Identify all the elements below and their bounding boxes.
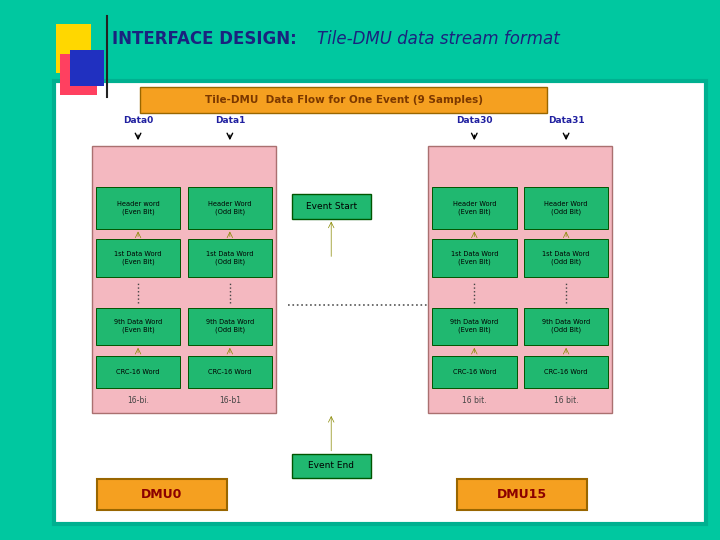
FancyBboxPatch shape [56,24,91,73]
Text: CRC-16 Word: CRC-16 Word [453,369,496,375]
Text: 9th Data Word
(Odd Bit): 9th Data Word (Odd Bit) [206,319,254,333]
Text: Data1: Data1 [215,116,245,125]
Text: 16-b1: 16-b1 [219,396,241,405]
FancyBboxPatch shape [187,187,272,228]
Text: Header Word
(Even Bit): Header Word (Even Bit) [453,201,496,215]
FancyBboxPatch shape [187,239,272,277]
FancyBboxPatch shape [523,239,608,277]
FancyBboxPatch shape [432,239,517,277]
FancyBboxPatch shape [96,307,181,345]
Text: INTERFACE DESIGN:: INTERFACE DESIGN: [112,30,297,49]
Text: CRC-16 Word: CRC-16 Word [208,369,251,375]
FancyBboxPatch shape [432,356,517,388]
FancyBboxPatch shape [523,356,608,388]
FancyBboxPatch shape [60,54,97,94]
Text: Header Word
(Odd Bit): Header Word (Odd Bit) [208,201,251,215]
Text: Data30: Data30 [456,116,492,125]
Text: Data31: Data31 [548,116,585,125]
FancyBboxPatch shape [523,307,608,345]
FancyBboxPatch shape [292,194,371,219]
Text: Event Start: Event Start [305,202,357,211]
FancyBboxPatch shape [70,50,104,86]
Text: 9th Data Word
(Even Bit): 9th Data Word (Even Bit) [450,319,498,333]
Text: 9th Data Word
(Odd Bit): 9th Data Word (Odd Bit) [542,319,590,333]
FancyBboxPatch shape [96,239,181,277]
Text: 16 bit.: 16 bit. [462,396,487,405]
Text: Tile-DMU  Data Flow for One Event (9 Samples): Tile-DMU Data Flow for One Event (9 Samp… [205,96,483,105]
Text: DMU15: DMU15 [497,488,547,501]
FancyBboxPatch shape [140,87,547,113]
Text: Data0: Data0 [123,116,153,125]
FancyBboxPatch shape [432,307,517,345]
FancyBboxPatch shape [187,356,272,388]
FancyBboxPatch shape [187,307,272,345]
FancyBboxPatch shape [92,146,276,413]
Text: 1st Data Word
(Even Bit): 1st Data Word (Even Bit) [114,251,162,265]
Text: CRC-16 Word: CRC-16 Word [117,369,160,375]
FancyBboxPatch shape [0,0,720,78]
Text: 1st Data Word
(Even Bit): 1st Data Word (Even Bit) [451,251,498,265]
Text: 16-bi.: 16-bi. [127,396,149,405]
FancyBboxPatch shape [96,187,181,228]
FancyBboxPatch shape [523,187,608,228]
Text: 16 bit.: 16 bit. [554,396,578,405]
FancyBboxPatch shape [428,146,612,413]
FancyBboxPatch shape [54,81,706,524]
FancyBboxPatch shape [432,187,517,228]
Text: 1st Data Word
(Odd Bit): 1st Data Word (Odd Bit) [542,251,590,265]
Text: 9th Data Word
(Even Bit): 9th Data Word (Even Bit) [114,319,162,333]
FancyBboxPatch shape [292,454,371,478]
FancyBboxPatch shape [97,479,227,510]
FancyBboxPatch shape [457,479,587,510]
Text: Header word
(Even Bit): Header word (Even Bit) [117,201,159,215]
FancyBboxPatch shape [96,356,181,388]
Text: 1st Data Word
(Odd Bit): 1st Data Word (Odd Bit) [206,251,253,265]
Text: Tile-DMU data stream format: Tile-DMU data stream format [317,30,559,49]
Text: Event End: Event End [308,461,354,470]
Text: Header Word
(Odd Bit): Header Word (Odd Bit) [544,201,588,215]
Text: DMU0: DMU0 [141,488,183,501]
Text: CRC-16 Word: CRC-16 Word [544,369,588,375]
